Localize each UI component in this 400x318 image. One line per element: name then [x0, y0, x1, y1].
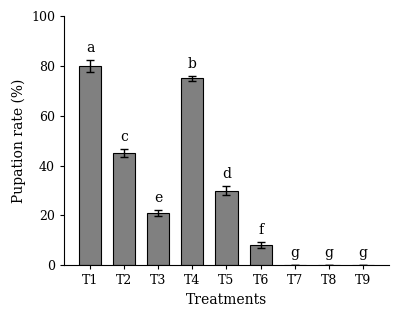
Bar: [181, 79, 204, 265]
Y-axis label: Pupation rate (%): Pupation rate (%): [11, 79, 26, 203]
Bar: [79, 66, 101, 265]
Bar: [250, 245, 272, 265]
Bar: [215, 190, 238, 265]
Bar: [147, 213, 169, 265]
Text: g: g: [358, 246, 368, 260]
Text: d: d: [222, 167, 231, 181]
Text: a: a: [86, 41, 94, 55]
X-axis label: Treatments: Treatments: [186, 293, 267, 307]
Text: g: g: [290, 246, 299, 260]
Text: g: g: [324, 246, 333, 260]
Text: b: b: [188, 57, 197, 71]
Text: e: e: [154, 191, 162, 205]
Text: c: c: [120, 130, 128, 144]
Bar: [113, 153, 135, 265]
Text: f: f: [258, 224, 263, 238]
